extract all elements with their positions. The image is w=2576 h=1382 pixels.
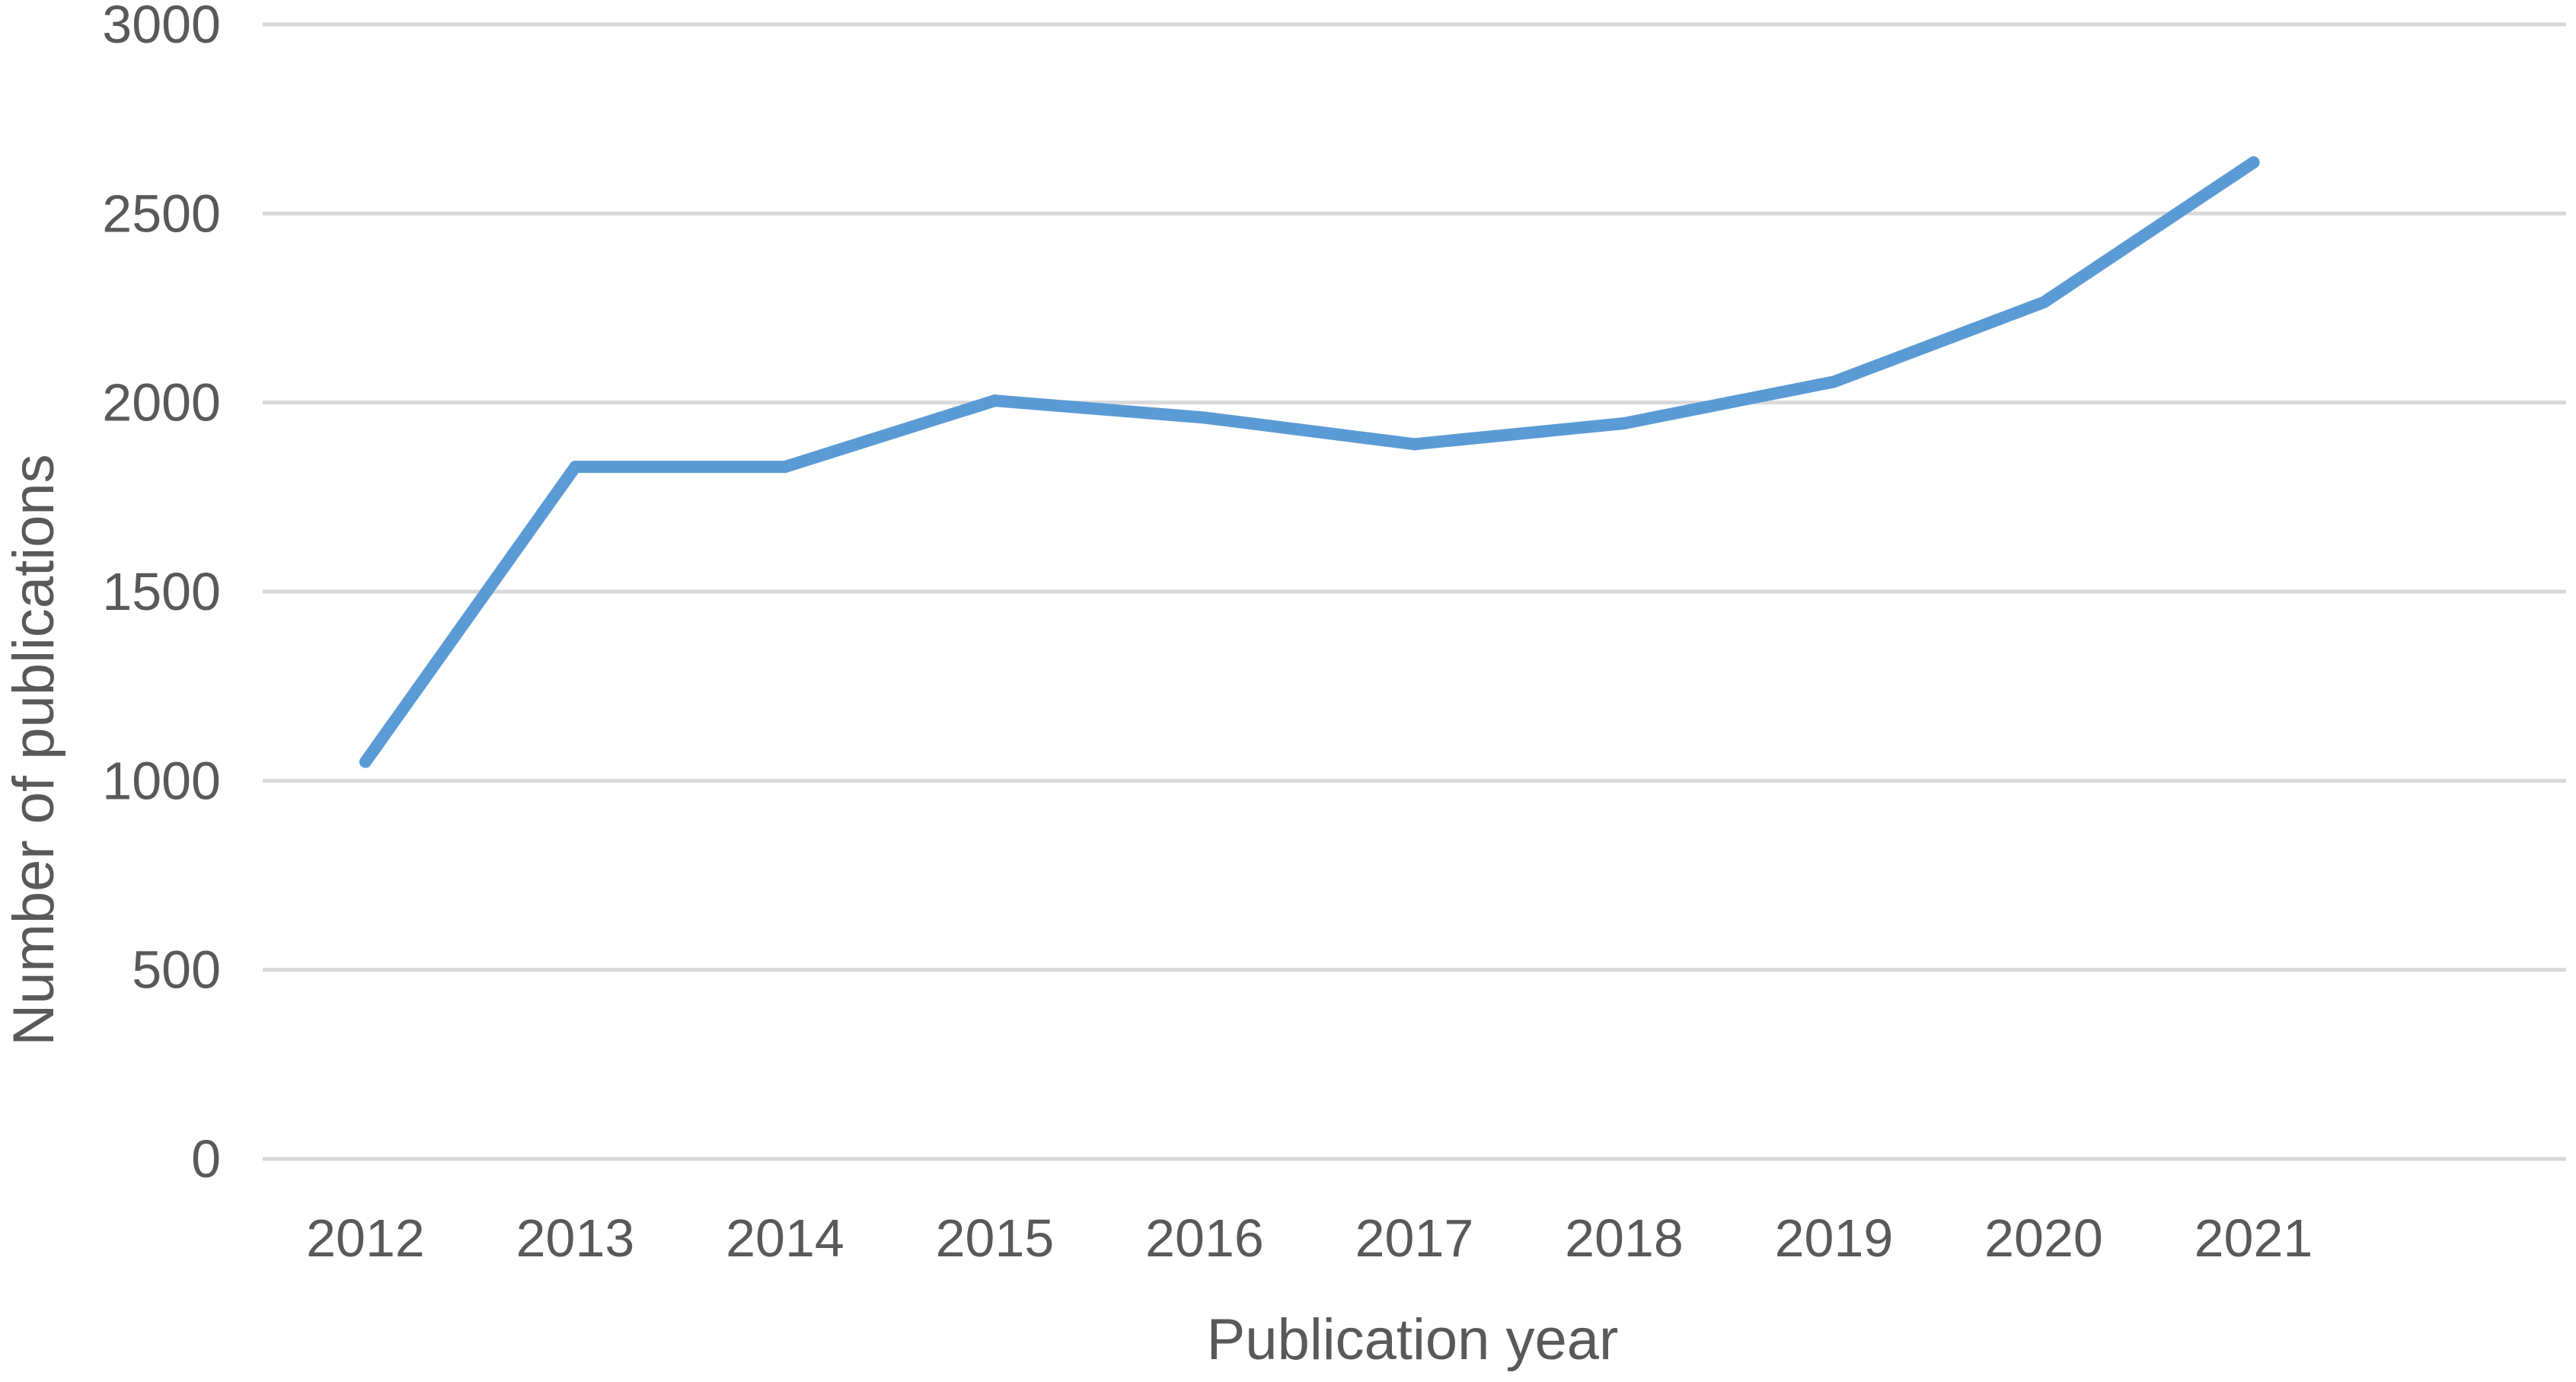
- data-point: [1199, 411, 1211, 424]
- data-point: [359, 755, 372, 768]
- y-axis-ticks: 0 500 1000 1500 2000 2500 3000: [102, 0, 221, 1189]
- y-tick-label: 2000: [102, 373, 221, 432]
- data-point: [779, 461, 791, 474]
- x-tick-label: 2019: [1775, 1208, 1894, 1268]
- data-point: [1618, 417, 1630, 429]
- data-point: [2247, 156, 2260, 169]
- x-axis-ticks: 2012 2013 2014 2015 2016 2017 2018 2019 2020 2021: [306, 1208, 2313, 1268]
- y-tick-label: 0: [191, 1129, 221, 1189]
- x-tick-label: 2012: [306, 1208, 425, 1268]
- data-point: [2038, 296, 2050, 309]
- y-tick-label: 3000: [102, 0, 221, 54]
- y-axis-label: Number of publications: [2, 454, 66, 1045]
- x-tick-label: 2020: [1984, 1208, 2103, 1268]
- x-tick-label: 2014: [726, 1208, 844, 1268]
- y-tick-label: 1000: [102, 751, 221, 810]
- y-tick-label: 1500: [102, 562, 221, 621]
- gridlines: [263, 22, 2566, 1161]
- x-tick-label: 2016: [1145, 1208, 1264, 1268]
- y-tick-label: 2500: [102, 184, 221, 243]
- y-tick-label: 500: [132, 940, 221, 1000]
- x-axis-label: Publication year: [1207, 1307, 1619, 1372]
- x-tick-label: 2018: [1565, 1208, 1684, 1268]
- x-tick-label: 2021: [2195, 1208, 2313, 1268]
- series-layer: [359, 156, 2260, 768]
- x-tick-label: 2017: [1355, 1208, 1474, 1268]
- data-point: [1827, 375, 1840, 388]
- x-tick-label: 2013: [516, 1208, 635, 1268]
- data-point: [1408, 438, 1421, 451]
- x-tick-label: 2015: [936, 1208, 1055, 1268]
- data-point: [988, 394, 1001, 407]
- series-line-0: [359, 156, 2260, 768]
- data-point: [569, 461, 582, 474]
